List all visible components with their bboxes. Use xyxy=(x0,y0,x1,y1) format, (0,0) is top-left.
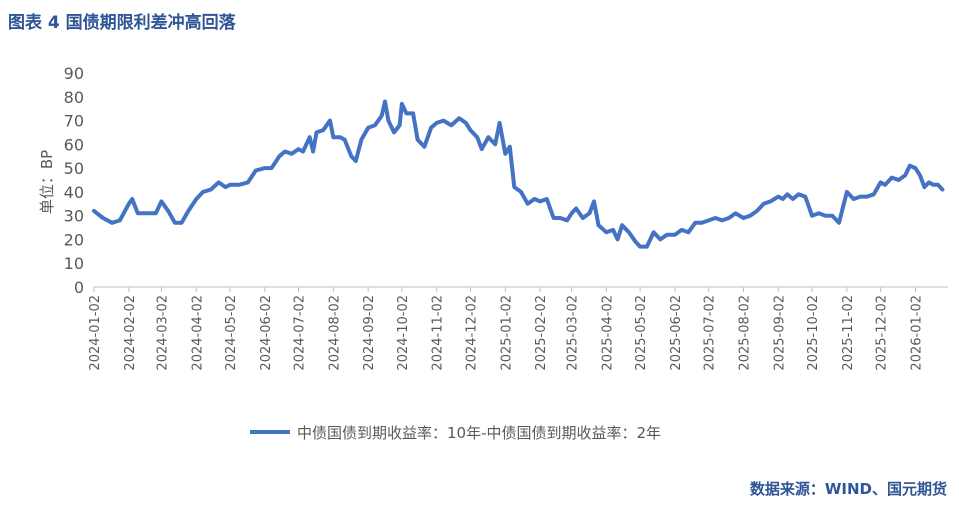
x-tick-label: 2025-11-02 xyxy=(841,295,856,371)
x-tick-label: 2024-06-02 xyxy=(259,295,274,371)
series-line xyxy=(92,99,945,249)
y-tick-label: 80 xyxy=(64,88,84,107)
x-tick-label: 2025-04-02 xyxy=(600,295,615,371)
data-source-note: 数据来源：WIND、国元期货 xyxy=(749,480,947,498)
y-axis-ticks: 0 10 20 30 40 50 60 70 80 90 xyxy=(64,64,84,297)
x-tick-label: 2024-08-02 xyxy=(327,295,342,371)
y-tick-label: 20 xyxy=(64,230,84,249)
x-tick-label: 2025-05-02 xyxy=(634,295,649,371)
y-tick-label: 40 xyxy=(64,183,84,202)
x-tick-label: 2025-02-02 xyxy=(534,295,549,371)
x-tick-label: 2024-02-02 xyxy=(123,295,138,371)
y-tick-label: 70 xyxy=(64,112,84,131)
y-axis-label: 单位：BP xyxy=(38,150,56,214)
x-tick-label: 2025-01-02 xyxy=(499,295,514,371)
x-tick-label: 2024-10-02 xyxy=(396,295,411,371)
x-tick-label: 2025-12-02 xyxy=(875,295,890,371)
x-tick-label: 2024-09-02 xyxy=(362,295,377,371)
series-layer xyxy=(92,99,945,249)
x-tick-label: 2024-04-02 xyxy=(190,295,205,371)
y-tick-label: 50 xyxy=(64,159,84,178)
x-tick-label: 2025-07-02 xyxy=(703,295,718,371)
x-tick-label: 2025-09-02 xyxy=(772,295,787,371)
y-tick-label: 10 xyxy=(64,254,84,273)
x-tick-label: 2025-08-02 xyxy=(737,295,752,371)
x-tick-label: 2024-07-02 xyxy=(293,295,308,371)
x-tick-label: 2025-06-02 xyxy=(669,295,684,371)
figure-title: 图表 4 国债期限利差冲高回落 xyxy=(8,13,236,33)
x-tick-label: 2026-01-02 xyxy=(909,295,924,371)
y-tick-label: 30 xyxy=(64,207,84,226)
y-tick-label: 0 xyxy=(74,278,84,297)
x-axis-ticks: 2024-01-02 2024-02-02 2024-03-02 2024-04-02… xyxy=(88,287,924,371)
legend: 中债国债到期收益率：10年-中债国债到期收益率：2年 xyxy=(250,424,661,442)
y-tick-label: 60 xyxy=(64,135,84,154)
x-tick-label: 2024-05-02 xyxy=(224,295,239,371)
y-tick-label: 90 xyxy=(64,64,84,83)
x-tick-label: 2025-10-02 xyxy=(806,295,821,371)
x-tick-label: 2024-03-02 xyxy=(155,295,170,371)
x-tick-label: 2025-03-02 xyxy=(566,295,581,371)
x-tick-label: 2024-01-02 xyxy=(88,295,103,371)
line-chart: 0 10 20 30 40 50 60 70 80 90 2024-01-02 2024-02-02… xyxy=(38,64,948,442)
x-tick-label: 2024-11-02 xyxy=(431,295,446,371)
legend-label: 中债国债到期收益率：10年-中债国债到期收益率：2年 xyxy=(297,424,661,442)
x-tick-label: 2024-12-02 xyxy=(464,295,479,371)
